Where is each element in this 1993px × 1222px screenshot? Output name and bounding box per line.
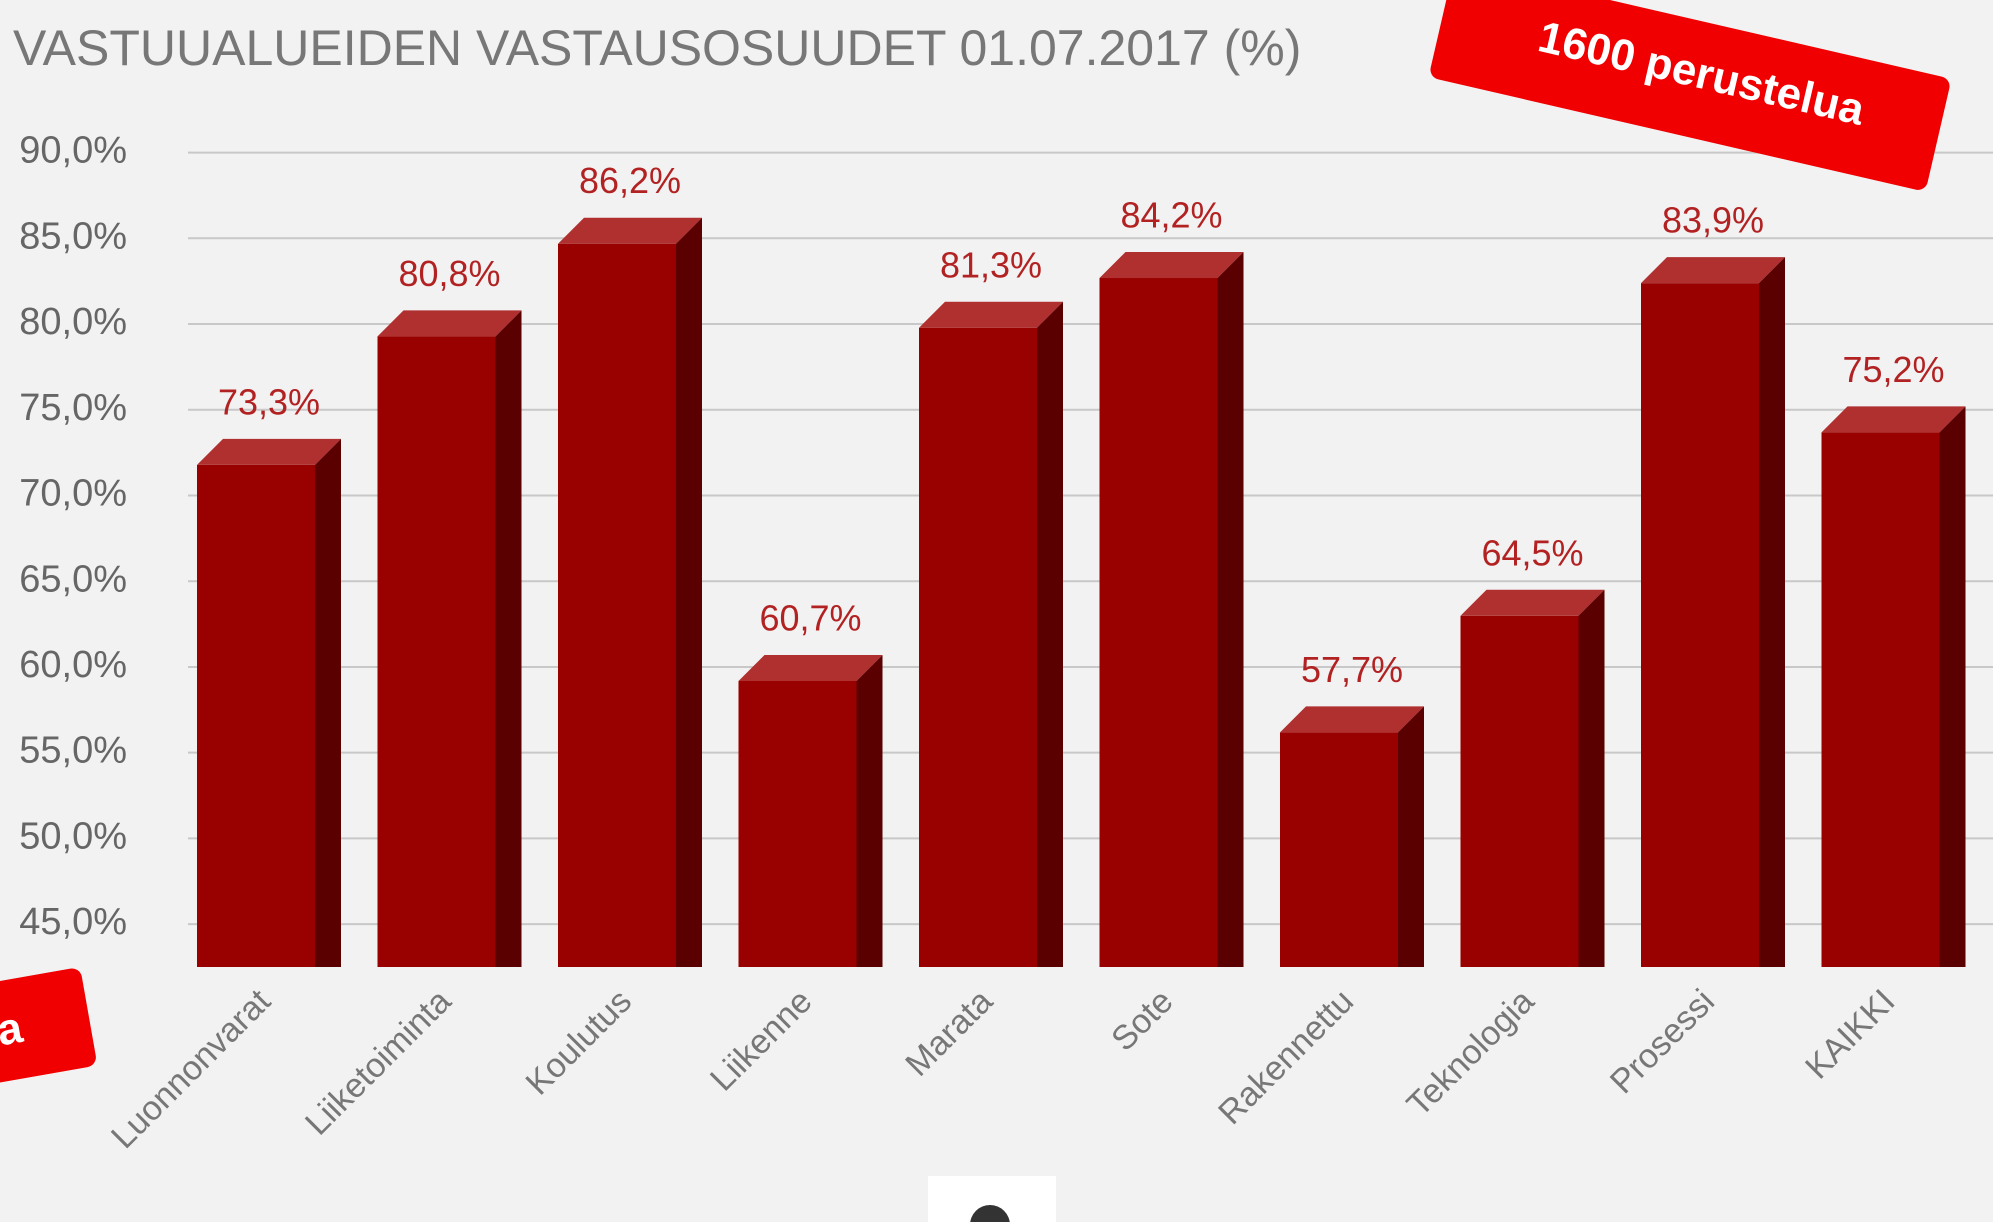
y-tick-label: 60,0%	[19, 644, 127, 686]
bar-side	[856, 654, 883, 967]
sticker: na	[0, 968, 96, 1094]
bar-side	[1759, 257, 1785, 968]
y-tick-label: 80,0%	[19, 301, 127, 343]
chart-title: VASTUUALUEIDEN VASTAUSOSUUDET 01.07.2017…	[13, 20, 1301, 76]
bar-side	[1398, 706, 1424, 967]
bar-top	[1099, 252, 1244, 279]
value-label: 75,2%	[1842, 349, 1944, 390]
bar	[197, 464, 315, 967]
bar-top	[738, 654, 883, 681]
bar-top	[919, 301, 1063, 328]
value-label: 60,7%	[759, 597, 861, 638]
bar-top	[197, 438, 341, 465]
bar-top	[1280, 706, 1424, 733]
value-label: 83,9%	[1662, 200, 1764, 241]
bar	[1099, 278, 1218, 967]
icon	[970, 1205, 1010, 1222]
sticker-box	[0, 968, 96, 1094]
bar	[919, 327, 1037, 967]
bar	[738, 680, 857, 967]
value-label: 86,2%	[579, 160, 681, 201]
bar-top	[1821, 406, 1966, 433]
bar-top	[1641, 257, 1785, 284]
y-tick-label: 45,0%	[19, 901, 127, 943]
value-label: 73,3%	[218, 381, 320, 422]
bar-side	[1037, 301, 1063, 967]
value-label: 64,5%	[1481, 532, 1583, 573]
bar-side	[1578, 589, 1605, 967]
bar-side	[1217, 252, 1244, 968]
y-tick-label: 50,0%	[19, 815, 127, 857]
y-tick-label: 90,0%	[19, 130, 127, 172]
bar	[558, 243, 676, 968]
bar	[1460, 615, 1579, 967]
y-tick-label: 65,0%	[19, 558, 127, 600]
bar	[1641, 283, 1759, 968]
value-label: 80,8%	[398, 253, 500, 294]
y-tick-label: 85,0%	[19, 215, 127, 257]
y-tick-label: 70,0%	[19, 473, 127, 515]
bar-side	[1939, 406, 1966, 967]
bar-side	[495, 310, 522, 967]
y-tick-label: 55,0%	[19, 730, 127, 772]
bar-side	[315, 438, 341, 967]
sticker-box	[1430, 0, 1950, 190]
value-label: 57,7%	[1301, 649, 1403, 690]
bar	[1821, 432, 1940, 967]
bar	[1280, 732, 1398, 967]
bar	[377, 336, 496, 967]
bar-side	[676, 217, 702, 968]
plot-area: 45,0% 50,0% 55,0% 60,0% 65,0% 70,0% 75,0% 80,0%…	[19, 130, 1993, 1156]
bar-top	[1460, 589, 1605, 616]
value-label: 84,2%	[1120, 195, 1222, 236]
value-label: 81,3%	[940, 244, 1042, 285]
y-tick-label: 75,0%	[19, 387, 127, 429]
bar-top	[377, 310, 522, 337]
bar-top	[558, 217, 702, 244]
